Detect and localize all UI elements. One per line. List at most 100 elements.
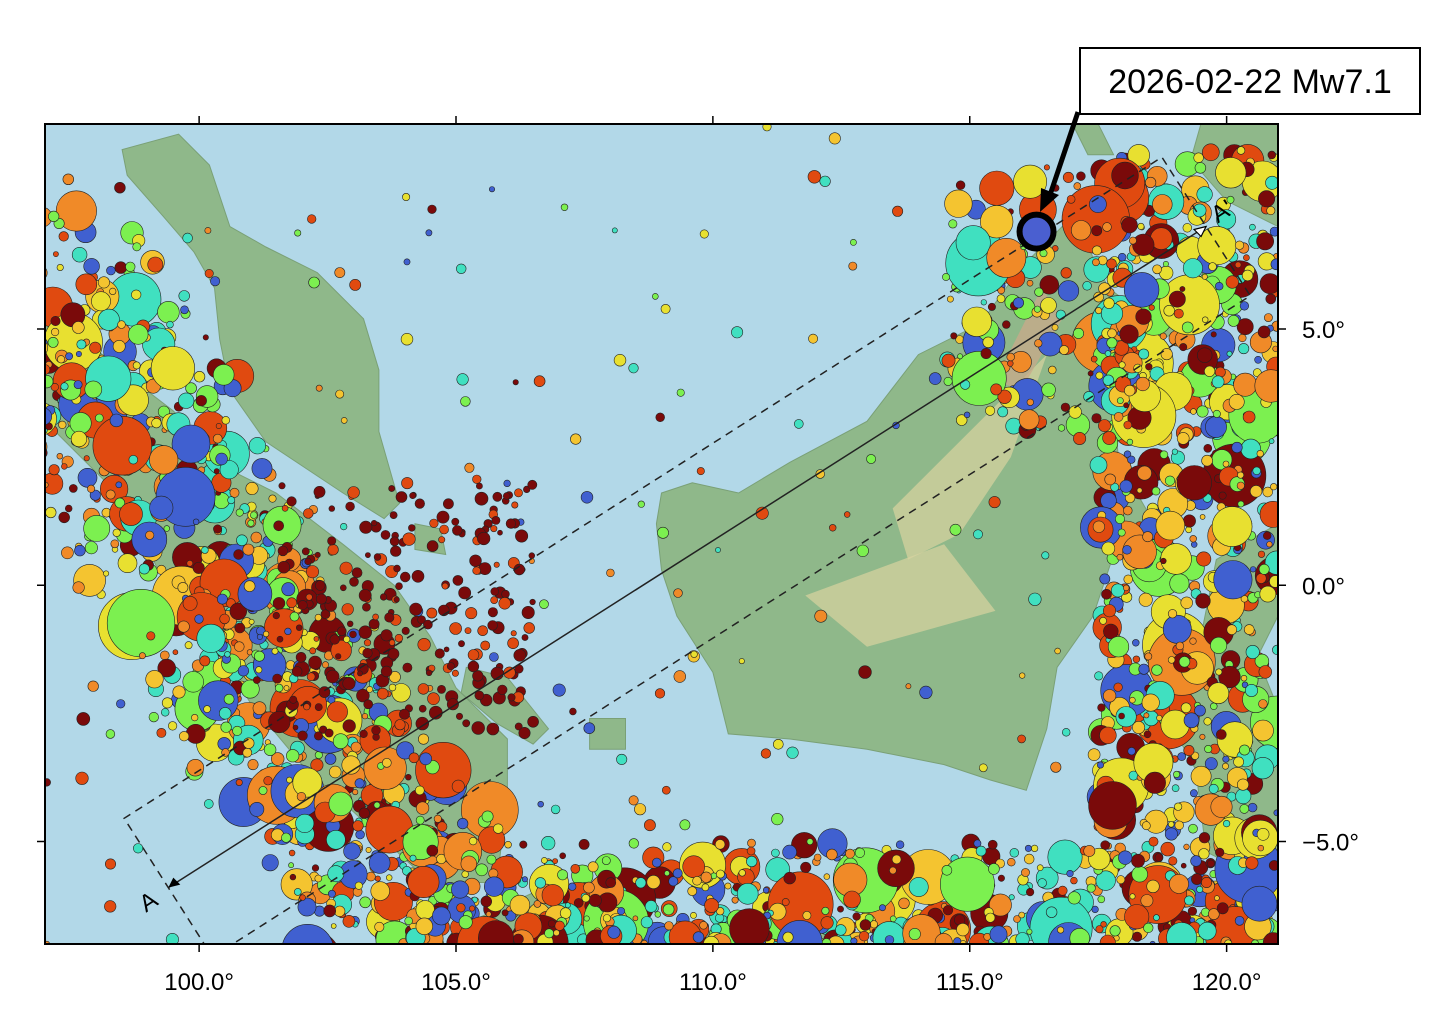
quake-point <box>473 945 480 952</box>
quake-point <box>221 416 231 425</box>
quake-point <box>518 726 531 739</box>
quake-point <box>65 352 73 361</box>
quake-point <box>71 247 88 263</box>
quake-point <box>234 641 245 652</box>
quake-point <box>583 722 596 735</box>
quake-point <box>289 611 300 622</box>
quake-point <box>307 214 317 224</box>
quake-point <box>771 812 784 826</box>
quake-point <box>1190 855 1202 867</box>
quake-point <box>328 505 335 512</box>
quake-point <box>949 523 962 536</box>
quake-point <box>415 917 433 935</box>
quake-point <box>1123 402 1130 409</box>
quake-point <box>351 567 363 579</box>
quake-point <box>168 721 178 731</box>
quake-point <box>1024 844 1032 852</box>
quake-point <box>323 904 337 918</box>
quake-point <box>271 647 279 655</box>
quake-point <box>196 623 226 653</box>
quake-point <box>856 544 869 557</box>
quake-point <box>116 699 126 709</box>
y-tick-label: −5.0° <box>1302 830 1359 857</box>
quake-point <box>1196 186 1213 203</box>
quake-point <box>602 914 611 923</box>
quake-point <box>1210 331 1217 338</box>
quake-point <box>472 566 481 575</box>
quake-point <box>828 524 837 532</box>
quake-point <box>1160 841 1175 857</box>
quake-point <box>354 881 363 890</box>
quake-point <box>371 725 381 735</box>
quake-point <box>50 327 60 337</box>
quake-point <box>997 874 1005 882</box>
quake-point <box>390 545 402 557</box>
quake-point <box>581 893 590 903</box>
quake-point <box>1210 795 1233 818</box>
quake-point <box>356 688 370 703</box>
quake-point <box>1025 887 1035 897</box>
quake-point <box>313 731 323 741</box>
quake-point <box>161 697 173 709</box>
quake-point <box>1087 370 1094 377</box>
quake-point <box>1061 728 1071 737</box>
quake-point <box>1236 146 1246 155</box>
quake-point <box>1256 232 1275 251</box>
quake-point <box>220 721 232 733</box>
quake-point <box>588 893 602 907</box>
quake-point <box>956 922 970 937</box>
quake-point <box>1119 324 1139 344</box>
quake-point <box>1113 682 1123 692</box>
quake-point <box>392 979 401 988</box>
quake-point <box>1066 869 1074 878</box>
quake-point <box>403 258 411 266</box>
quake-point <box>131 289 142 300</box>
quake-point <box>1013 915 1021 923</box>
quake-point <box>651 857 662 868</box>
quake-point <box>182 232 193 244</box>
quake-point <box>297 600 308 611</box>
quake-point <box>731 326 744 339</box>
quake-point <box>1243 624 1255 635</box>
quake-point <box>426 844 439 857</box>
quake-point <box>219 613 230 625</box>
quake-point <box>1268 860 1278 871</box>
quake-point <box>462 719 471 728</box>
quake-point <box>1256 827 1270 841</box>
quake-point <box>252 676 261 684</box>
quake-point <box>30 407 40 417</box>
quake-point <box>512 379 519 386</box>
quake-point <box>845 848 855 859</box>
quake-point <box>1255 573 1267 584</box>
quake-point <box>1237 778 1250 791</box>
quake-point <box>371 519 378 527</box>
quake-point <box>61 546 74 560</box>
quake-point <box>492 976 502 986</box>
quake-point <box>1132 720 1146 734</box>
quake-point <box>402 193 411 202</box>
quake-point <box>1176 432 1190 445</box>
quake-point <box>436 821 448 832</box>
quake-point <box>1060 402 1070 412</box>
quake-point <box>45 364 51 375</box>
quake-point <box>1262 486 1273 498</box>
quake-point <box>515 529 529 543</box>
quake-point <box>342 676 356 690</box>
quake-point <box>771 848 780 858</box>
quake-point <box>32 352 45 365</box>
quake-point <box>1238 333 1247 343</box>
quake-point <box>274 683 284 693</box>
quake-point <box>350 741 362 753</box>
quake-point <box>1144 652 1153 661</box>
quake-point <box>808 333 818 344</box>
quake-point <box>400 333 414 346</box>
quake-point <box>326 669 340 684</box>
quake-point <box>1113 412 1124 422</box>
quake-point <box>1222 460 1230 468</box>
quake-point <box>955 414 968 426</box>
quake-point <box>1138 592 1153 607</box>
quake-point <box>1216 902 1229 915</box>
quake-point <box>349 278 362 291</box>
quake-point <box>1265 175 1278 190</box>
quake-point <box>527 715 539 728</box>
